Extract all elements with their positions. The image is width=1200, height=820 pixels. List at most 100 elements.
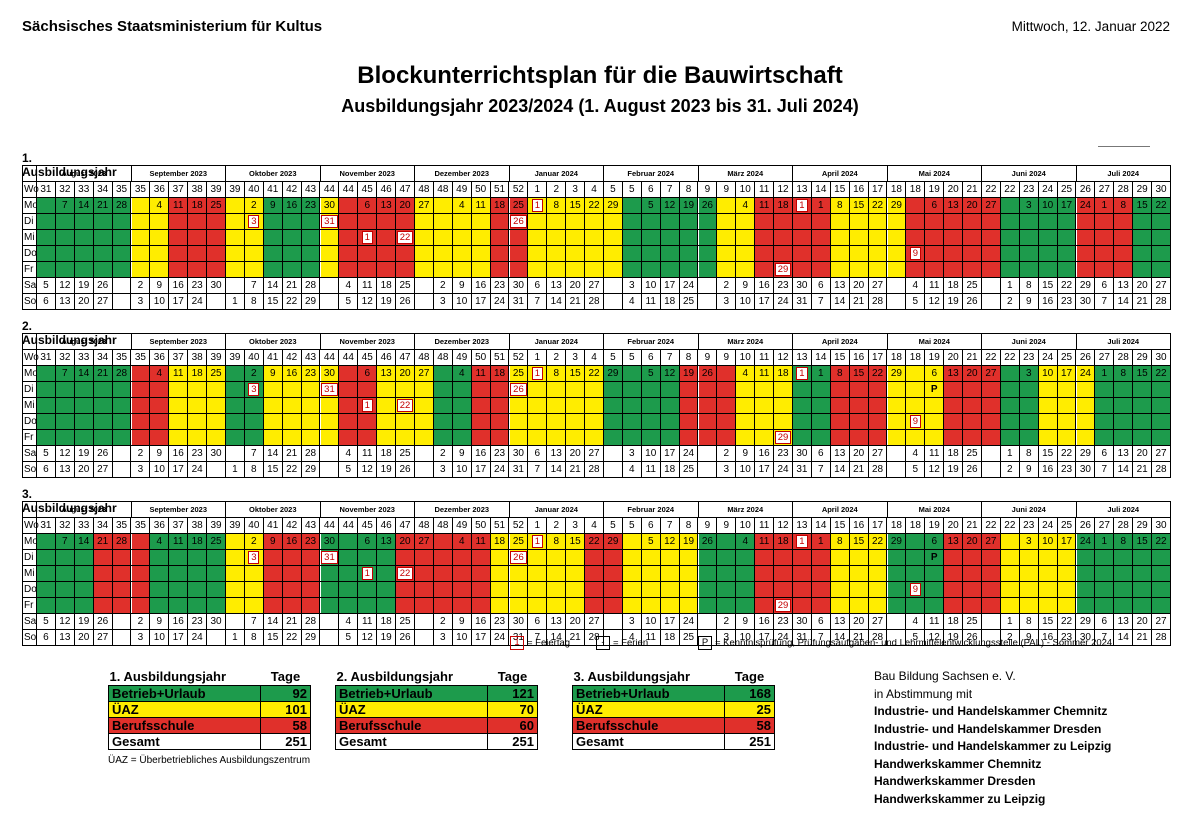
saturday-date: 30 [793,446,812,461]
monday-date: 10 [1038,198,1058,213]
saturday-date: 18 [944,614,964,629]
monday-date [622,198,642,213]
month-corner [23,502,37,517]
calendar-cell [471,246,491,261]
sunday-date: 31 [510,294,529,309]
monday-date: 30 [320,534,340,549]
saturday-date: 23 [774,278,793,293]
saturday-date [113,446,132,461]
monday-date: 26 [698,534,718,549]
month-label: Januar 2024 [510,334,604,349]
saturday-date: 15 [1039,614,1058,629]
calendar-cell [74,550,94,565]
saturday-date: 16 [755,614,775,629]
calendar-cell [963,398,982,413]
calendar-cell [131,582,151,597]
day-label: Do [24,582,37,597]
legend-ferien: - = Ferien [596,636,648,650]
sunday-date: 7 [812,630,831,645]
week-number: 29 [1133,182,1153,197]
saturday-date [415,278,434,293]
calendar-cell [207,582,226,597]
sunday-date: 28 [585,294,604,309]
saturday-date: 28 [302,614,321,629]
summary-row: Gesamt 251 [108,733,311,750]
monday-date: 22 [1152,534,1171,549]
calendar-cell [793,246,812,261]
saturday-date [699,446,718,461]
calendar-cell [490,598,510,613]
calendar-cell [641,550,661,565]
monday-date: 26 [698,366,718,381]
saturday-date: 10 [642,614,661,629]
calendar-cell [1019,550,1039,565]
year-title: 2. Ausbildungsjahr [22,319,117,347]
calendar-cell [282,214,302,229]
calendar-cell [1114,430,1134,445]
calendar-cell [244,262,264,277]
saturday-date [604,446,623,461]
calendar-cell [169,398,189,413]
sunday-date: 20 [75,294,94,309]
calendar-cell [604,414,623,429]
calendar-cell [433,566,453,581]
calendar-cell [1076,214,1096,229]
calendar-cell [1114,214,1134,229]
calendar-cell [585,550,604,565]
monday-date: 1 [793,366,812,381]
day-label: Mo [24,366,38,381]
monday-date: 29 [604,366,623,381]
day-label: Wo [24,518,39,533]
week-number: 48 [434,182,453,197]
week-number: 35 [113,350,132,365]
monday-date: 1 [528,366,548,381]
monday-date [1000,366,1020,381]
calendar-cell [547,550,567,565]
legend-feiertag-text: = Feiertag [527,637,571,649]
calendar-cell [74,214,94,229]
calendar-cell [131,214,151,229]
calendar-cell [112,246,132,261]
saturday-date: 20 [566,446,586,461]
week-number: 8 [680,518,699,533]
week-number: 26 [1077,518,1096,533]
calendar-cell [244,582,264,597]
calendar-cell [906,262,926,277]
monday-date: 4 [736,366,756,381]
monday-date: 23 [301,198,321,213]
week-number: 27 [1095,350,1115,365]
sunday-date: 24 [491,462,510,477]
sunday-date: 27 [94,462,113,477]
calendar-cell [188,414,208,429]
holiday-mark: 26 [510,215,527,228]
calendar-cell [1152,550,1171,565]
calendar-cell [1000,598,1020,613]
week-number: 2 [547,350,567,365]
calendar-cell [793,230,812,245]
week-number: 9 [717,518,737,533]
calendar-cell [93,414,113,429]
org-with: in Abstimmung mit [874,686,973,701]
summary-value: 101 [260,701,311,718]
summary-row: Berufsschule 60 [335,717,538,734]
sunday-date: 3 [717,630,737,645]
calendar-cell [37,230,56,245]
sunday-date: 26 [963,630,982,645]
sunday-date: 12 [358,294,378,309]
calendar-cell [944,430,964,445]
monday-date: 8 [1114,366,1134,381]
calendar-cell [433,230,453,245]
calendar-cell [717,598,737,613]
calendar-cell [1114,566,1134,581]
monday-date: 15 [849,198,869,213]
calendar-cell [641,566,661,581]
calendar-cell [490,566,510,581]
calendar-cell [1038,398,1058,413]
monday-date [1000,534,1020,549]
week-number: 40 [245,182,264,197]
week-number: 35 [113,182,132,197]
monday-date: 1 [528,198,548,213]
calendar-cell [982,382,1001,397]
calendar-cell [717,398,737,413]
calendar-cell [1095,582,1115,597]
